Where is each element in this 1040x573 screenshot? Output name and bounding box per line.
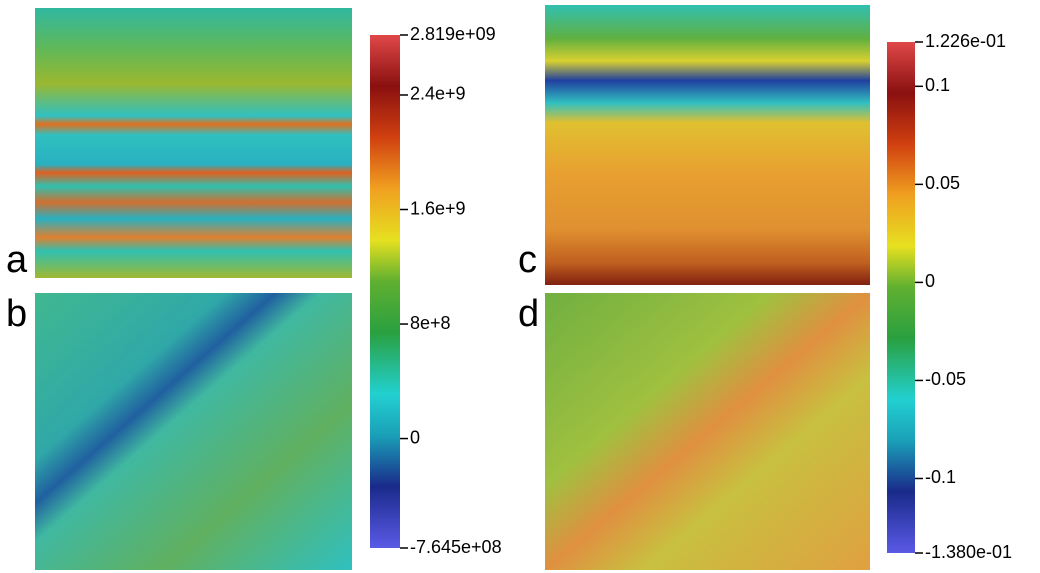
field-plot — [35, 293, 352, 570]
field-plot — [35, 8, 352, 278]
colorbar-tick-label: 0 — [410, 427, 420, 447]
colorbar-tick-label: -1.380e-01 — [925, 542, 1012, 562]
panel-label: c — [518, 239, 537, 281]
colorbar-tick-label: 0.1 — [925, 75, 950, 95]
panel-label: b — [6, 293, 27, 335]
panel-label: d — [518, 293, 539, 335]
colorbar-tick-label: -0.1 — [925, 467, 956, 487]
colorbar-tick-label: -0.05 — [925, 369, 966, 389]
colorbar-tick-label: -7.645e+08 — [410, 537, 502, 557]
colorbar-tick-label: 0.05 — [925, 173, 960, 193]
colorbar-tick-label: 1.6e+9 — [410, 198, 466, 218]
colorbar-tick-label: 0 — [925, 271, 935, 291]
panel-label: a — [6, 239, 28, 281]
field-plot — [545, 293, 870, 570]
colorbar — [887, 42, 915, 553]
colorbar-tick-label: 2.819e+09 — [410, 24, 496, 44]
field-plot — [545, 5, 870, 285]
colorbar — [370, 35, 400, 548]
colorbar-tick-label: 2.4e+9 — [410, 84, 466, 104]
colorbar-tick-label: 1.226e-01 — [925, 31, 1006, 51]
colorbar-tick-label: 8e+8 — [410, 313, 451, 333]
